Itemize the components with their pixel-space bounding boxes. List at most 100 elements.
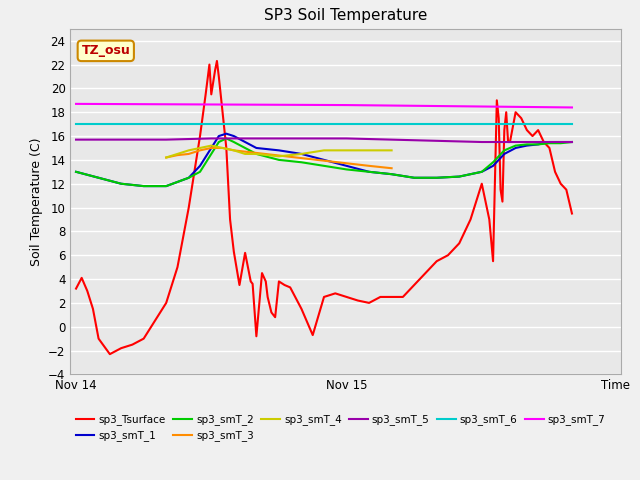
sp3_smT_3 [365,163,373,169]
sp3_smT_2 [433,175,440,180]
sp3_smT_4 [275,154,283,159]
sp3_smT_2 [215,139,223,145]
sp3_smT_4 [185,147,193,153]
sp3_smT_4 [230,147,237,153]
sp3_smT_2 [207,151,215,157]
sp3_smT_1 [72,169,80,175]
sp3_smT_1 [241,139,249,145]
sp3_smT_5 [523,139,531,145]
sp3_smT_2 [253,151,260,157]
sp3_smT_1 [275,147,283,153]
sp3_smT_4 [207,143,215,148]
sp3_smT_2 [545,140,553,146]
sp3_smT_1 [342,163,350,169]
sp3_smT_7 [72,101,80,107]
sp3_smT_2 [117,181,125,187]
sp3_smT_1 [557,139,564,145]
sp3_smT_7 [342,102,350,108]
Title: SP3 Soil Temperature: SP3 Soil Temperature [264,9,428,24]
sp3_smT_1 [534,142,542,147]
sp3_smT_5 [568,139,576,145]
sp3_smT_5 [500,139,508,145]
sp3_smT_2 [320,163,328,169]
sp3_smT_1 [140,183,147,189]
sp3_Tsurface [568,211,576,216]
sp3_smT_2 [185,175,193,180]
sp3_smT_1 [489,163,497,169]
sp3_smT_1 [117,181,125,187]
sp3_smT_5 [433,138,440,144]
sp3_smT_3 [185,151,193,157]
sp3_smT_5 [253,135,260,141]
sp3_smT_1 [196,163,204,169]
sp3_smT_1 [523,143,531,148]
Line: sp3_smT_1: sp3_smT_1 [76,133,572,186]
sp3_smT_4 [219,145,227,151]
sp3_smT_2 [275,157,283,163]
sp3_smT_2 [140,183,147,189]
sp3_smT_1 [365,169,373,175]
sp3_smT_4 [342,147,350,153]
sp3_smT_1 [163,183,170,189]
sp3_smT_2 [456,174,463,180]
sp3_smT_1 [207,145,215,151]
sp3_Tsurface [506,139,514,145]
sp3_smT_2 [410,175,418,180]
sp3_smT_3 [230,147,237,153]
sp3_Tsurface [502,109,510,115]
sp3_smT_1 [95,175,102,180]
Line: sp3_smT_4: sp3_smT_4 [166,145,392,157]
sp3_smT_2 [342,167,350,172]
sp3_smT_2 [95,175,102,180]
sp3_smT_4 [173,151,181,157]
sp3_smT_3 [207,145,215,151]
sp3_Tsurface [106,351,114,357]
sp3_smT_2 [388,171,396,177]
sp3_smT_5 [388,137,396,143]
Line: sp3_smT_3: sp3_smT_3 [166,148,392,168]
sp3_smT_2 [365,169,373,175]
sp3_smT_2 [241,145,249,151]
sp3_smT_2 [523,142,531,147]
sp3_smT_1 [223,131,230,136]
Text: TZ_osu: TZ_osu [81,44,130,57]
Legend: sp3_Tsurface, sp3_smT_1, sp3_smT_2, sp3_smT_3, sp3_smT_4, sp3_smT_5, sp3_smT_6, : sp3_Tsurface, sp3_smT_1, sp3_smT_2, sp3_… [76,414,605,441]
sp3_smT_2 [196,169,204,175]
sp3_smT_5 [545,139,553,145]
sp3_smT_3 [173,152,181,158]
Y-axis label: Soil Temperature (C): Soil Temperature (C) [29,137,43,266]
sp3_smT_3 [163,155,170,160]
sp3_smT_2 [557,140,564,146]
sp3_smT_1 [215,133,223,139]
sp3_smT_2 [478,169,486,175]
Line: sp3_smT_2: sp3_smT_2 [76,138,572,186]
sp3_Tsurface [129,342,136,348]
sp3_smT_2 [500,147,508,153]
sp3_smT_1 [478,169,486,175]
sp3_smT_1 [230,133,237,139]
sp3_smT_3 [376,164,384,170]
sp3_smT_4 [253,151,260,157]
sp3_smT_1 [388,171,396,177]
sp3_smT_4 [320,147,328,153]
sp3_smT_2 [72,169,80,175]
sp3_smT_1 [185,175,193,180]
sp3_smT_5 [342,135,350,141]
sp3_smT_1 [568,139,576,145]
sp3_smT_5 [207,135,215,141]
sp3_Tsurface [534,127,542,133]
Line: sp3_smT_5: sp3_smT_5 [76,138,572,142]
sp3_smT_2 [568,139,576,145]
sp3_Tsurface [213,58,221,64]
sp3_smT_2 [298,159,305,165]
sp3_Tsurface [72,286,80,291]
sp3_smT_5 [163,137,170,143]
sp3_smT_4 [163,155,170,160]
sp3_smT_1 [298,151,305,157]
sp3_smT_2 [163,183,170,189]
sp3_smT_5 [298,135,305,141]
Line: sp3_smT_7: sp3_smT_7 [76,104,572,108]
sp3_smT_1 [512,145,520,151]
sp3_smT_2 [489,159,497,165]
sp3_smT_5 [72,137,80,143]
